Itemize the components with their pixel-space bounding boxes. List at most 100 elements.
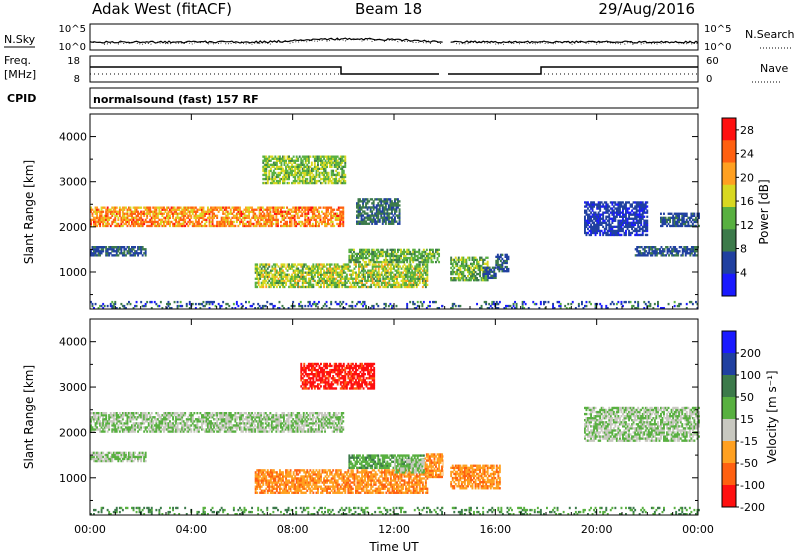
range-cell	[459, 277, 462, 280]
range-cell	[689, 254, 692, 257]
range-cell	[501, 267, 504, 271]
range-cell	[121, 224, 124, 228]
range-cell	[267, 214, 270, 218]
range-cell	[330, 273, 333, 276]
range-cell	[693, 254, 696, 257]
range-cell	[117, 224, 120, 228]
range-cell	[484, 270, 487, 273]
range-cell	[336, 173, 339, 177]
range-cell	[355, 279, 357, 283]
range-cell	[109, 246, 112, 249]
range-cell	[339, 157, 342, 160]
range-cell	[585, 219, 588, 222]
range-cell	[493, 272, 496, 276]
range-cell	[266, 218, 269, 222]
range-cell	[97, 222, 100, 226]
range-cell	[301, 161, 304, 164]
range-cell	[330, 281, 333, 285]
range-cell	[468, 277, 471, 280]
range-cell	[371, 277, 374, 280]
range-cell	[672, 250, 675, 253]
range-cell	[262, 281, 265, 285]
range-cell	[690, 252, 693, 255]
range-cell	[279, 271, 281, 274]
range-cell	[91, 426, 94, 429]
range-cell	[132, 222, 135, 226]
range-cell	[324, 171, 327, 175]
range-cell	[423, 283, 426, 287]
range-cell	[374, 222, 377, 225]
range-cell	[657, 300, 659, 304]
range-cell	[283, 173, 286, 177]
range-cell	[389, 208, 392, 211]
range-cell	[642, 252, 645, 255]
range-cell	[99, 218, 102, 222]
range-cell	[356, 216, 358, 219]
range-cell	[327, 285, 330, 289]
range-cell	[93, 248, 95, 251]
range-cell	[474, 256, 477, 259]
range-cell	[386, 200, 389, 203]
range-cell	[283, 181, 286, 185]
range-cell	[350, 275, 353, 278]
range-cell	[291, 163, 294, 167]
range-cell	[622, 221, 624, 225]
range-cell	[669, 252, 672, 255]
range-cell	[408, 265, 411, 268]
range-cell	[617, 209, 620, 212]
range-cell	[280, 165, 283, 169]
range-cell	[594, 229, 597, 233]
range-cell	[468, 258, 471, 262]
range-cell	[123, 246, 126, 249]
range-cell	[418, 279, 421, 283]
range-cell	[239, 216, 241, 220]
range-cell	[330, 216, 333, 220]
range-cell	[391, 206, 393, 209]
range-cell	[612, 225, 615, 229]
range-cell	[359, 212, 361, 215]
range-cell	[339, 279, 342, 283]
range-cell	[269, 159, 272, 162]
range-cell	[332, 157, 335, 160]
range-cell	[646, 254, 649, 257]
range-cell	[333, 208, 336, 211]
range-cell	[303, 155, 306, 158]
range-cell	[271, 181, 274, 185]
range-cell	[231, 222, 234, 226]
range-cell	[335, 267, 338, 270]
range-cell	[676, 222, 679, 226]
range-cell	[158, 304, 161, 308]
range-cell	[129, 250, 132, 253]
range-cell	[646, 215, 649, 218]
range-cell	[356, 252, 358, 256]
range-cell	[182, 224, 185, 228]
range-cell	[302, 224, 305, 228]
range-cell	[320, 279, 322, 283]
range-cell	[637, 233, 640, 237]
range-cell	[419, 260, 422, 264]
range-cell	[155, 212, 158, 215]
range-cell	[641, 217, 644, 220]
range-cell	[211, 220, 214, 224]
range-cell	[295, 157, 298, 160]
nsearch-tick-high: 10^5	[704, 24, 731, 35]
range-cell	[111, 300, 114, 304]
range-cell	[660, 218, 662, 222]
range-cell	[299, 304, 302, 308]
range-cell	[283, 155, 286, 158]
range-cell	[371, 275, 374, 278]
range-cell	[591, 207, 594, 210]
range-cell	[297, 181, 300, 185]
range-cell	[235, 208, 238, 211]
range-cell	[307, 273, 310, 276]
range-cell	[380, 263, 383, 266]
range-cell	[487, 266, 490, 269]
range-cell	[283, 163, 286, 167]
range-cell	[94, 428, 97, 431]
range-cell	[117, 250, 120, 253]
range-cell	[367, 279, 370, 283]
range-cell	[295, 220, 298, 224]
range-cell	[453, 277, 456, 280]
range-cell	[413, 254, 416, 258]
range-cell	[267, 208, 270, 211]
